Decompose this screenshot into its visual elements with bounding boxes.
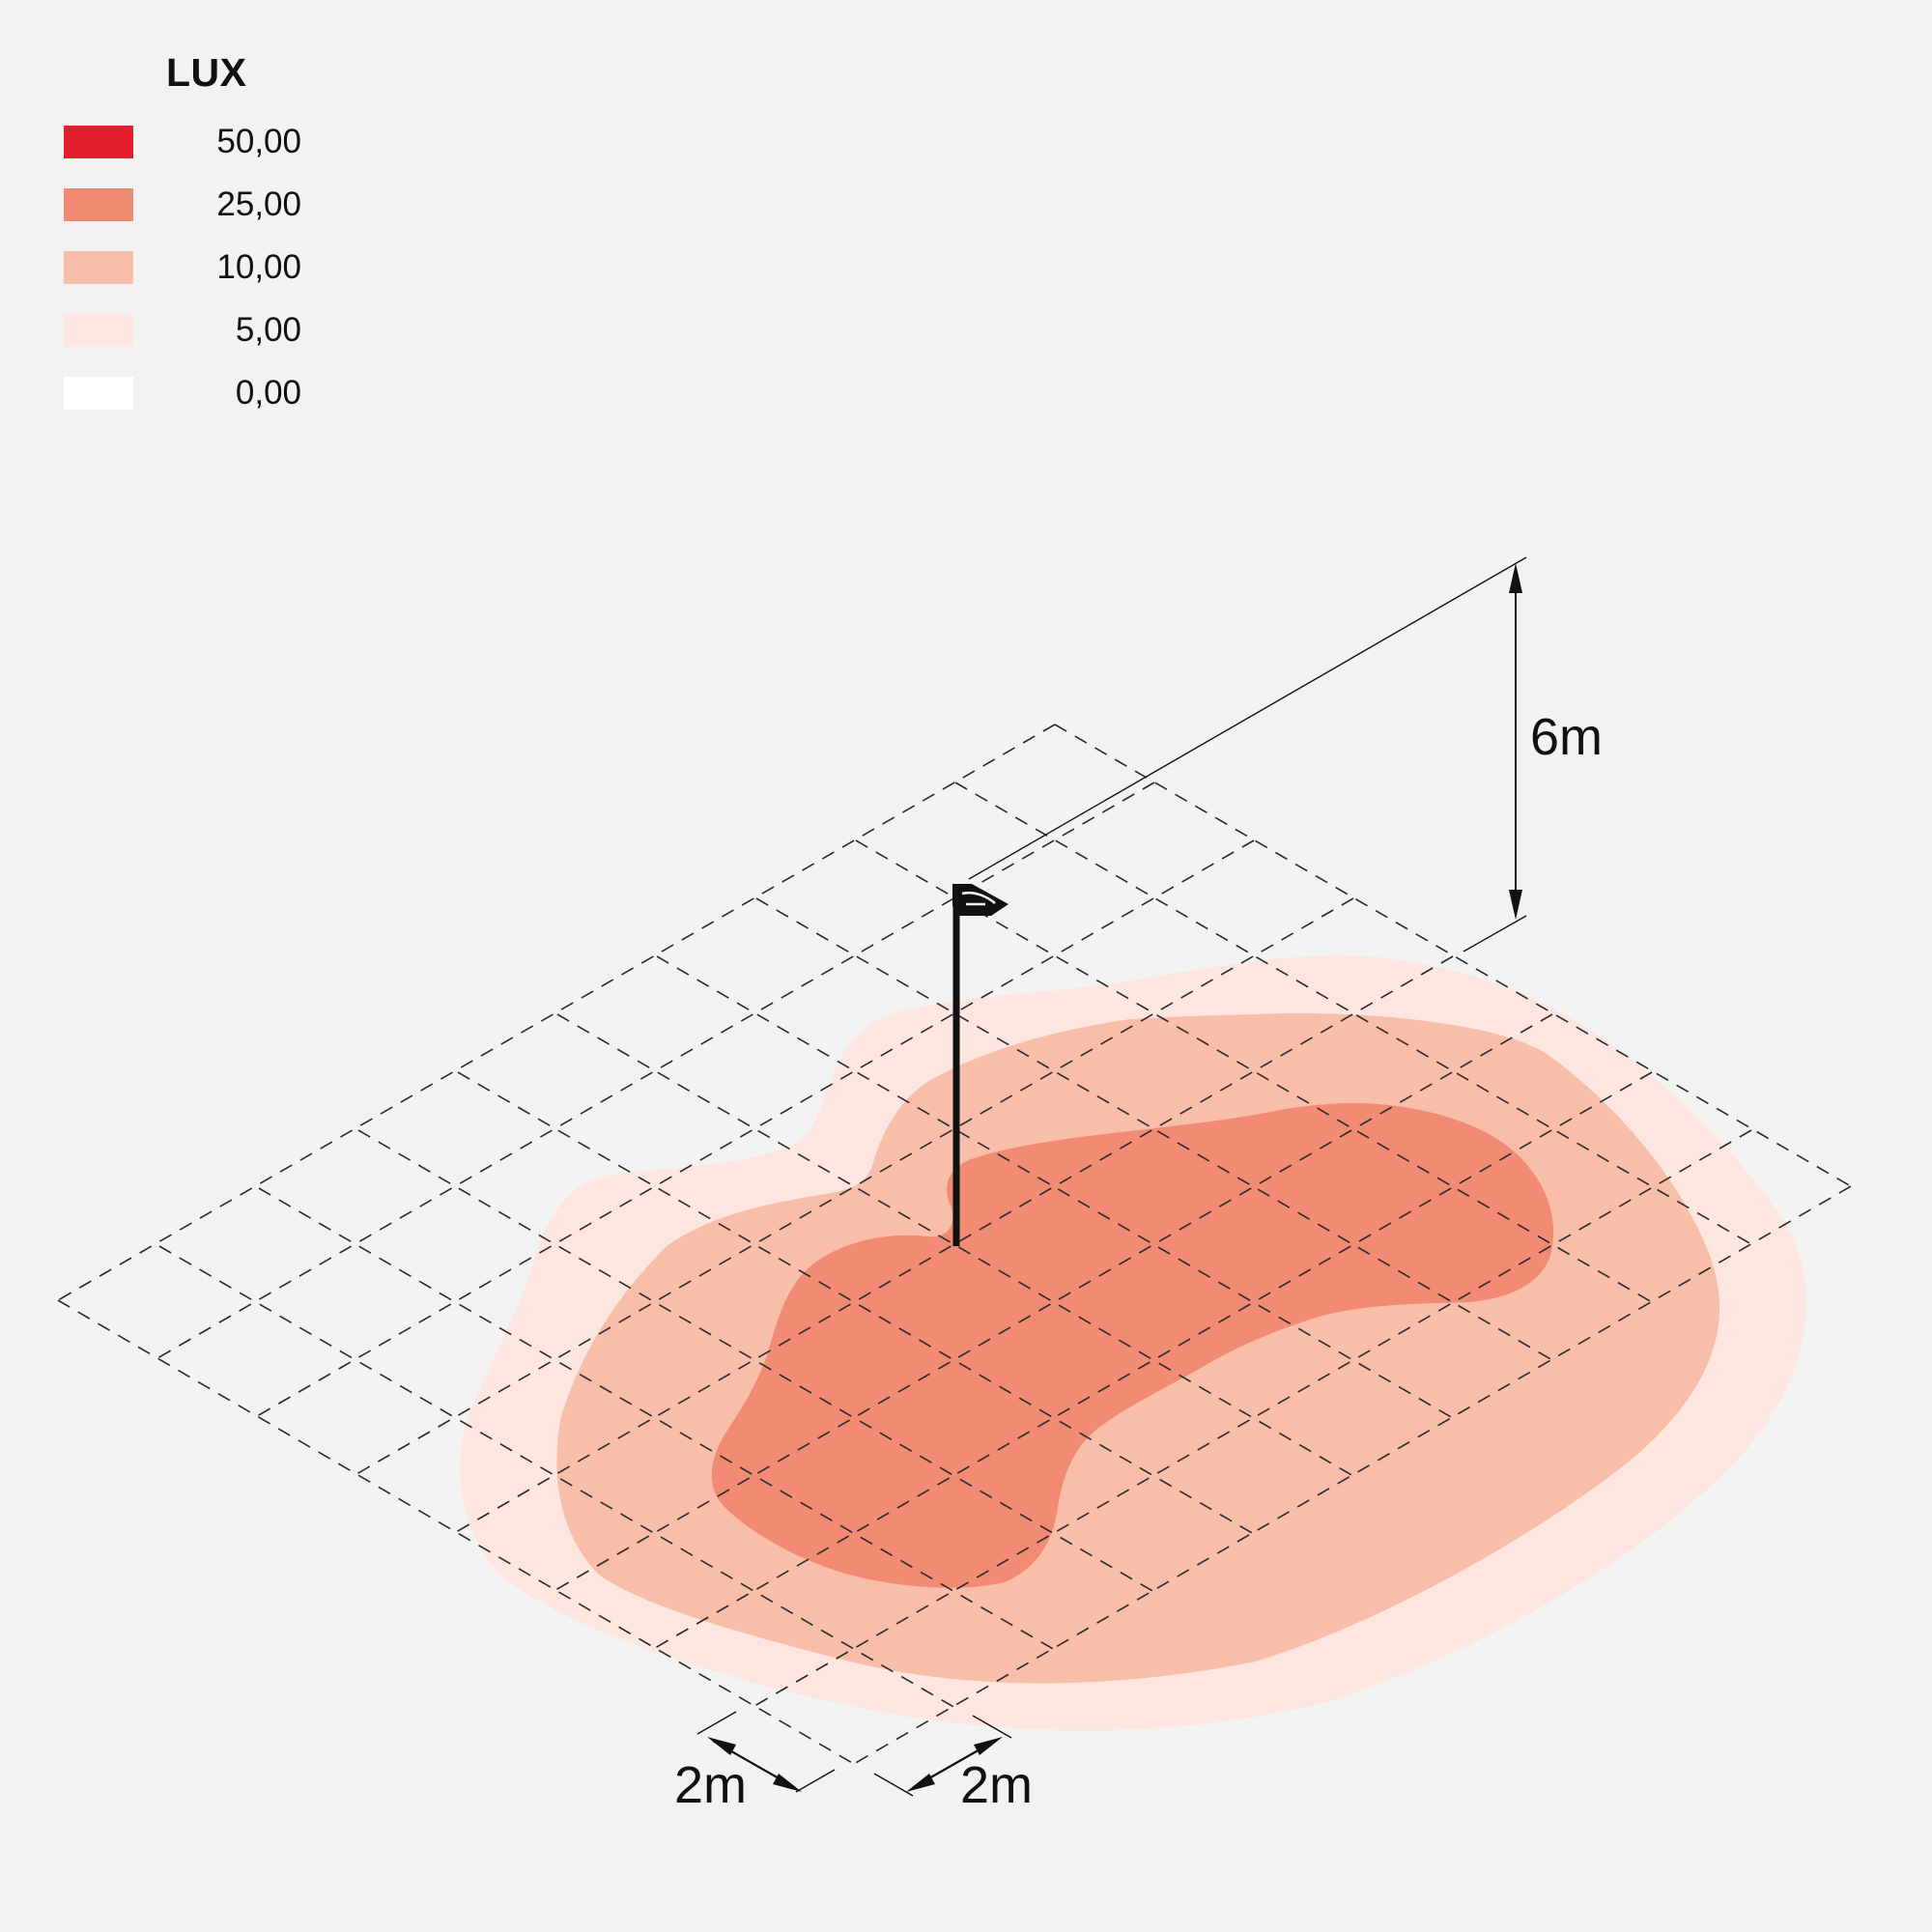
legend-value: 50,00 <box>216 123 301 160</box>
legend-swatch <box>64 251 133 284</box>
grid-line <box>357 1129 1155 1593</box>
luminaire-head <box>952 884 1009 916</box>
grid-line <box>256 839 1255 1417</box>
arrowhead-down <box>1509 890 1522 920</box>
grid-x-dimension-label: 2m <box>674 1756 748 1814</box>
legend-item: 50,00 <box>64 122 301 160</box>
light-pole <box>952 884 1009 1246</box>
grid-line <box>455 955 1454 1533</box>
dimension-extension-line <box>873 1773 914 1797</box>
grid-line <box>355 897 1354 1475</box>
grid-line <box>156 781 1155 1359</box>
grid-line <box>656 955 1454 1419</box>
grid-line <box>1054 724 1852 1187</box>
grid-y-dimension-label: 2m <box>960 1756 1034 1814</box>
arrowhead <box>974 1737 1003 1755</box>
grid-line <box>954 781 1752 1245</box>
arrowhead <box>906 1774 935 1792</box>
height-dimension-label: 6m <box>1530 708 1604 766</box>
grid-line <box>556 1013 1354 1477</box>
arrowhead <box>773 1774 802 1792</box>
grid-line <box>57 1299 855 1765</box>
legend-swatch <box>64 126 133 158</box>
legend-swatch <box>64 314 133 347</box>
legend-item: 5,00 <box>64 310 301 349</box>
legend-item: 0,00 <box>64 373 301 412</box>
legend-value: 0,00 <box>235 374 301 412</box>
grid-line <box>855 839 1653 1303</box>
grid-line <box>654 1071 1653 1649</box>
dimension-extension-line <box>1463 915 1527 952</box>
grid-line <box>853 1185 1852 1765</box>
dimension-extension-line <box>795 1769 836 1793</box>
legend-item: 25,00 <box>64 185 301 223</box>
arrowhead-up <box>1509 563 1522 593</box>
grid-line <box>554 1013 1553 1591</box>
dimension-extension-line <box>972 1715 1012 1739</box>
legend-item: 10,00 <box>64 247 301 286</box>
legend-swatch <box>64 377 133 410</box>
ground-grid <box>57 724 1852 1765</box>
dimension-extension-line <box>696 1711 737 1735</box>
grid-dimensions <box>696 1711 1012 1797</box>
grid-line <box>755 897 1553 1361</box>
legend-value: 5,00 <box>235 311 301 349</box>
legend-value: 10,00 <box>216 248 301 286</box>
grid-line <box>158 1245 956 1709</box>
legend-title: LUX <box>166 50 247 95</box>
grid-line <box>57 724 1056 1301</box>
arrowhead <box>707 1737 736 1755</box>
legend-value: 25,00 <box>216 185 301 223</box>
grid-line <box>457 1071 1255 1535</box>
height-dimension <box>968 556 1527 952</box>
grid-line <box>258 1187 1056 1651</box>
dimension-extension-line <box>968 556 1527 880</box>
legend-swatch <box>64 188 133 221</box>
grid-line <box>753 1129 1752 1707</box>
zone-25-lux <box>711 1102 1554 1588</box>
luminaire-detail <box>961 892 996 906</box>
